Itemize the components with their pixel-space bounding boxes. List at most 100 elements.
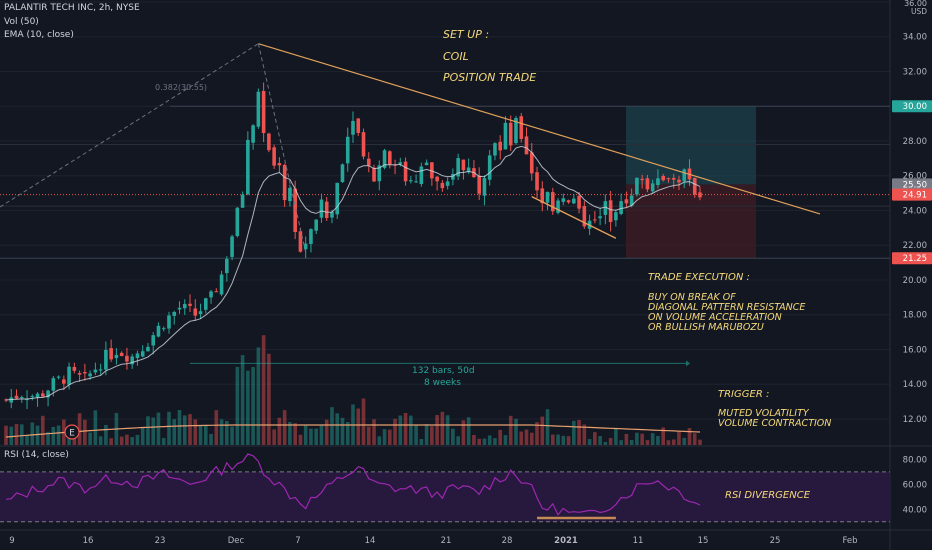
- candle-body: [172, 311, 177, 316]
- volume-bar: [566, 436, 571, 445]
- volume-bar: [35, 425, 40, 445]
- volume-bar: [493, 438, 497, 445]
- ema-legend: EMA (10, close): [4, 30, 74, 40]
- candle-body: [88, 373, 92, 377]
- candle-body: [661, 176, 665, 181]
- volume-bar: [119, 436, 124, 445]
- diagonal-resistance-line: [258, 43, 821, 215]
- volume-bar: [524, 429, 529, 445]
- time-tick-label: 7: [295, 536, 300, 546]
- volume-bar: [582, 424, 587, 445]
- volume-bar: [403, 413, 408, 445]
- candle-body: [298, 231, 303, 252]
- stop-price-label: 21.25: [903, 254, 927, 264]
- volume-bar: [93, 410, 98, 445]
- execution-line-4: OR BULLISH MARUBOZU: [648, 322, 764, 333]
- volume-bar: [682, 437, 687, 445]
- candle-body: [545, 191, 550, 203]
- volume-bar: [393, 418, 397, 445]
- candle-body: [409, 180, 413, 182]
- candle-body: [83, 372, 87, 374]
- volume-bar: [550, 434, 555, 445]
- price-tick-label: 32.00: [903, 67, 927, 77]
- candle-body: [682, 169, 687, 182]
- trigger-title: TRIGGER :: [718, 389, 770, 400]
- candle-body: [608, 200, 613, 223]
- candle-body: [572, 198, 576, 204]
- candle-body: [135, 353, 140, 359]
- earnings-circle: [64, 424, 80, 440]
- setup-line-2: POSITION TRADE: [443, 71, 537, 84]
- volume-legend: Vol (50): [4, 17, 39, 27]
- candle-body: [182, 304, 187, 309]
- rsi-tick-label: 80.00: [903, 455, 927, 465]
- candle-body: [293, 188, 297, 232]
- candle-body: [314, 219, 318, 231]
- candle-body: [635, 177, 639, 195]
- candle-body: [629, 195, 634, 206]
- volume-bar: [188, 414, 192, 445]
- volume-bar: [182, 415, 187, 445]
- volume-bar: [508, 415, 513, 445]
- volume-bar: [335, 413, 340, 445]
- candle-body: [330, 211, 334, 218]
- volume-bar: [319, 425, 324, 445]
- volume-bar: [219, 419, 224, 445]
- candle-body: [582, 206, 587, 227]
- volume-bar: [198, 425, 203, 445]
- volume-bar: [46, 431, 50, 445]
- candle-body: [498, 141, 503, 151]
- volume-bar: [656, 435, 660, 445]
- volume-bar: [698, 439, 702, 445]
- candle-body: [303, 243, 308, 250]
- last-price-label: 24.91: [903, 191, 927, 201]
- volume-bar: [288, 421, 292, 445]
- volume-bar: [209, 433, 213, 445]
- candle-body: [267, 133, 271, 151]
- candle-body: [335, 182, 340, 215]
- volume-bar: [340, 417, 345, 445]
- candle-body: [167, 315, 171, 329]
- candle-body: [209, 291, 213, 298]
- candle-body: [524, 136, 529, 155]
- volume-bar: [372, 419, 376, 445]
- candle-body: [503, 122, 508, 150]
- price-tick-label: 24.00: [903, 206, 927, 216]
- candle-body: [51, 378, 56, 391]
- volume-bar: [487, 435, 492, 445]
- volume-bar: [572, 420, 576, 445]
- candle-body: [25, 399, 29, 401]
- volume-bar: [603, 441, 608, 445]
- volume-bar: [251, 367, 255, 445]
- candle-body: [288, 187, 292, 202]
- volume-bar: [309, 428, 313, 445]
- volume-bar: [156, 412, 161, 445]
- candle-body: [388, 151, 392, 165]
- volume-bar: [661, 427, 665, 445]
- candle-body: [119, 352, 124, 356]
- volume-bar: [41, 415, 45, 445]
- candle-body: [424, 162, 429, 166]
- candle-body: [246, 139, 250, 195]
- candle-body: [14, 395, 19, 399]
- date-range-arrow: [686, 360, 690, 367]
- candle-body: [219, 274, 224, 295]
- candle-body: [41, 393, 45, 397]
- volume-bar: [314, 428, 318, 445]
- volume-bar: [235, 366, 240, 445]
- symbol-legend: PALANTIR TECH INC, 2h, NYSE: [4, 3, 140, 13]
- measure-weeks-label: 8 weeks: [424, 378, 461, 388]
- volume-bar: [435, 415, 439, 445]
- rsi-band: [0, 471, 890, 522]
- position-zones: [0, 105, 890, 259]
- rsi-tick-label: 40.00: [903, 505, 927, 515]
- price-tick-label: 16.00: [903, 345, 927, 355]
- volume-bar: [88, 432, 92, 445]
- time-axis: 9 16 23 Dec 7 14 21 28 2021 11 15 25 Feb: [9, 536, 857, 546]
- volume-bar: [514, 418, 518, 445]
- candle-body: [125, 355, 129, 362]
- candle-body: [529, 152, 534, 174]
- earnings-marker: E: [64, 424, 80, 440]
